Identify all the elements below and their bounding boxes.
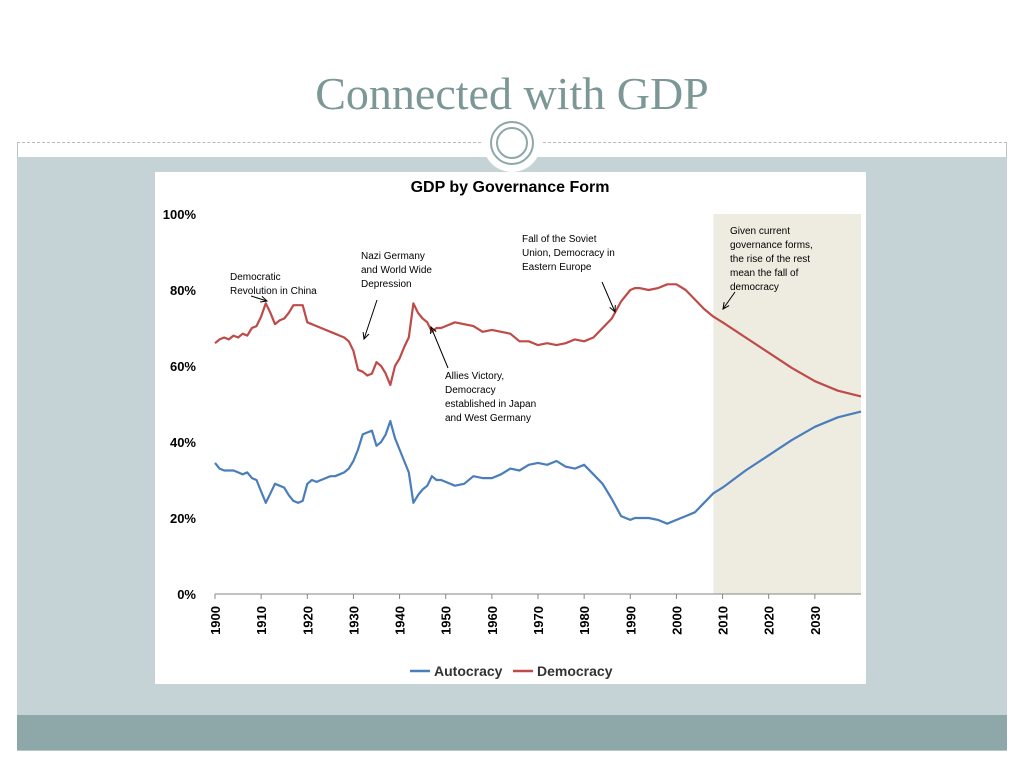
annotation-text: Given current — [730, 226, 790, 237]
y-tick-label: 0% — [177, 587, 196, 602]
x-tick-label: 2020 — [762, 606, 777, 635]
annotation-text: Democracy — [445, 385, 496, 396]
x-tick-label: 1980 — [577, 606, 592, 635]
annotation-arrowhead — [722, 302, 730, 310]
chart-container: GDP by Governance Form 0% 20% 40% 60% 80% 100… — [155, 172, 866, 684]
legend-label-democracy: Democracy — [537, 663, 613, 679]
series-line-democracy — [214, 283, 862, 398]
annotation-arrow — [430, 326, 449, 369]
annotation-text: and World Wide — [361, 265, 432, 276]
annotation-text: Eastern Europe — [522, 262, 592, 273]
y-tick-label: 100% — [163, 207, 197, 222]
annotation-text: Union, Democracy in — [522, 248, 615, 259]
annotation-text: Fall of the Soviet — [522, 234, 597, 245]
annotation-text: and West Germany — [445, 413, 531, 424]
legend-label-autocracy: Autocracy — [434, 663, 503, 679]
annotation-arrowhead — [260, 295, 269, 303]
annotation-text: governance forms, — [730, 240, 813, 251]
annotation-arrow — [722, 291, 736, 310]
ornament-outer-ring — [490, 121, 534, 165]
annotation-arrow — [250, 295, 268, 302]
annotation-arrow — [601, 281, 616, 313]
annotation-arrowhead — [430, 325, 437, 335]
annotation-text: established in Japan — [445, 399, 536, 410]
x-tick-label: 2000 — [669, 606, 684, 635]
annotation-text: mean the fall of — [730, 268, 799, 279]
x-tick-label: 1960 — [485, 606, 500, 635]
x-tick-label: 1940 — [393, 606, 408, 635]
y-tick-label: 60% — [170, 359, 196, 374]
x-tick-label: 2010 — [716, 606, 731, 635]
annotation-arrowhead — [362, 331, 370, 341]
y-tick-label: 80% — [170, 283, 196, 298]
x-tick-label: 1970 — [531, 606, 546, 635]
slide-title: Connected with GDP — [315, 68, 709, 119]
series-line-autocracy — [214, 410, 862, 525]
y-tick-label: 20% — [170, 511, 196, 526]
annotation-text: Revolution in China — [230, 286, 317, 297]
ornament-inner-ring — [496, 127, 528, 159]
annotation-arrowhead — [609, 304, 616, 314]
x-tick-label: 1990 — [623, 606, 638, 635]
x-tick-label: 2030 — [808, 606, 823, 635]
annotation-text: Allies Victory, — [445, 371, 504, 382]
forecast-shaded-region — [713, 214, 861, 594]
annotation-text: Democratic — [230, 272, 281, 283]
y-tick-label: 40% — [170, 435, 196, 450]
annotation-text: the rise of the rest — [730, 254, 810, 265]
chart-title: GDP by Governance Form — [411, 179, 610, 196]
x-tick-label: 1950 — [439, 606, 454, 635]
x-tick-label: 1930 — [346, 606, 361, 635]
annotation-text: Nazi Germany — [361, 251, 425, 262]
x-tick-label: 1900 — [208, 606, 223, 635]
gdp-chart: GDP by Governance Form 0% 20% 40% 60% 80% 100… — [163, 179, 862, 679]
annotation-text: Depression — [361, 279, 412, 290]
x-tick-label: 1910 — [254, 606, 269, 635]
footer-band — [17, 715, 1007, 750]
x-tick-label: 1920 — [300, 606, 315, 635]
annotation-arrow — [363, 299, 378, 340]
annotation-text: democracy — [730, 282, 779, 293]
